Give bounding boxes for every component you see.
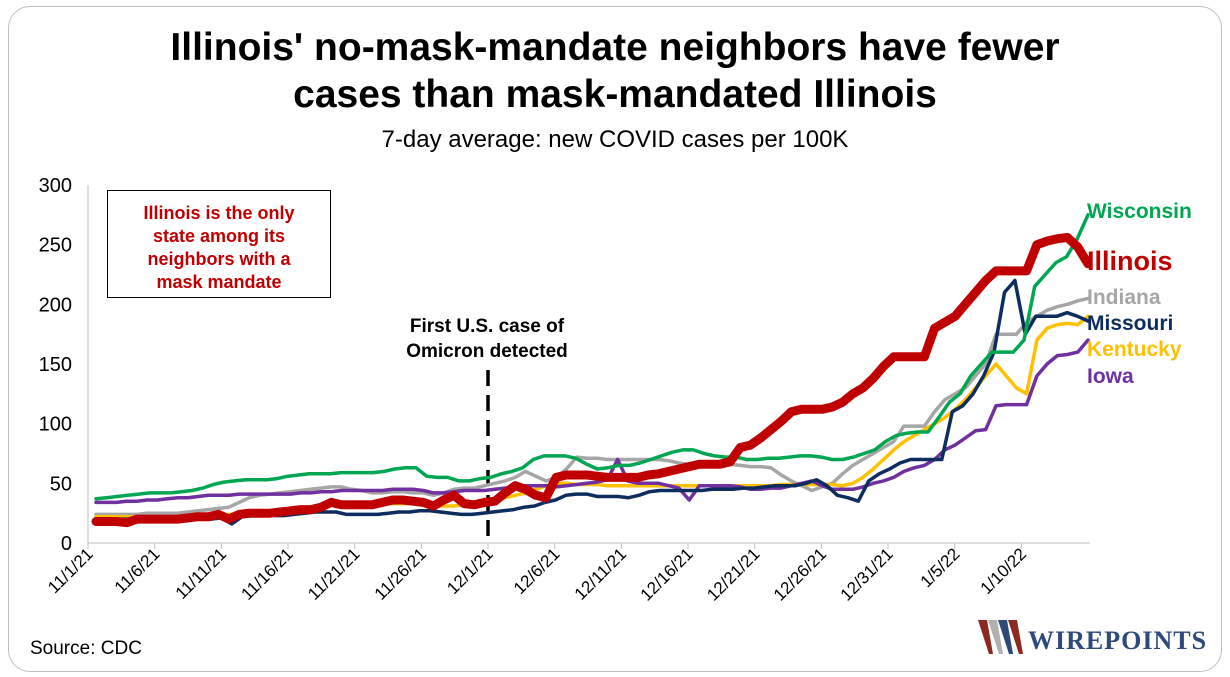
note-line-1: Illinois is the only: [143, 203, 295, 223]
chart-subtitle: 7-day average: new COVID cases per 100K: [381, 126, 849, 153]
note-line-3: neighbors with a: [147, 249, 291, 269]
annotation-line-1: First U.S. case of: [410, 316, 565, 337]
title-line-2: cases than mask-mandated Illinois: [293, 73, 937, 116]
x-tick-label: 12/26/21: [770, 544, 830, 604]
y-tick-label: 150: [39, 354, 72, 376]
x-tick-label: 12/21/21: [703, 544, 763, 604]
series-lines: [91, 213, 1093, 528]
y-tick-label: 200: [39, 294, 72, 316]
series-labels: Wisconsin Illinois Indiana Missouri Kentucky…: [1087, 200, 1192, 388]
series-line-missouri: [94, 278, 1090, 526]
series-label-indiana: Indiana: [1087, 286, 1161, 309]
chart-title: Illinois' no-mask-mandate neighbors have…: [0, 24, 1230, 118]
series-label-wisconsin: Wisconsin: [1087, 200, 1192, 223]
x-tick-label: 11/26/21: [371, 544, 430, 603]
x-tick-label: 1/10/22: [977, 544, 1031, 598]
chart-frame: [8, 6, 1222, 672]
x-tick-label: 11/21/21: [304, 544, 363, 603]
note-line-4: mask mandate: [156, 272, 282, 292]
y-tick-label: 100: [39, 414, 72, 436]
x-tick-label: 12/16/21: [637, 544, 697, 604]
annotation-line-2: Omicron detected: [406, 341, 568, 362]
series-label-iowa: Iowa: [1087, 365, 1134, 388]
x-tick-label: 11/16/21: [237, 544, 296, 603]
series-label-kentucky: Kentucky: [1087, 338, 1182, 361]
x-tick-label: 12/31/21: [837, 544, 897, 604]
wirepoints-logo-text: WIREPOINTS: [1028, 626, 1208, 655]
source-label: Source: CDC: [30, 638, 142, 659]
series-line-iowa: [94, 338, 1090, 505]
series-line-wisconsin: [94, 213, 1090, 501]
axes: [87, 185, 1090, 544]
x-tick-label: 1/5/22: [917, 544, 964, 591]
y-tick-label: 250: [39, 235, 72, 257]
x-tick-label: 12/1/21: [443, 544, 497, 598]
note-line-2: state among its: [152, 226, 286, 246]
x-tick-label: 12/6/21: [510, 544, 564, 598]
y-tick-label: 300: [39, 175, 72, 197]
series-line-illinois: [91, 233, 1093, 528]
mask-mandate-note: Illinois is the only state among its nei…: [107, 190, 331, 298]
x-tick-labels: 11/1/21 11/6/21 11/11/21 11/16/21 11/21/21 11…: [44, 543, 1030, 605]
omicron-annotation: First U.S. case of Omicron detected: [406, 316, 568, 543]
y-tick-label: 0: [61, 533, 72, 555]
title-line-1: Illinois' no-mask-mandate neighbors have…: [170, 26, 1060, 69]
wirepoints-logo-icon: [978, 620, 1023, 654]
y-tick-label: 50: [50, 473, 72, 495]
x-tick-label: 12/11/21: [571, 544, 630, 603]
x-tick-label: 11/11/21: [172, 544, 230, 602]
y-tick-labels: 0 50 100 150 200 250 300: [39, 175, 72, 555]
x-tick-label: 11/6/21: [111, 544, 164, 597]
series-label-illinois: Illinois: [1087, 246, 1173, 276]
series-label-missouri: Missouri: [1087, 312, 1173, 335]
